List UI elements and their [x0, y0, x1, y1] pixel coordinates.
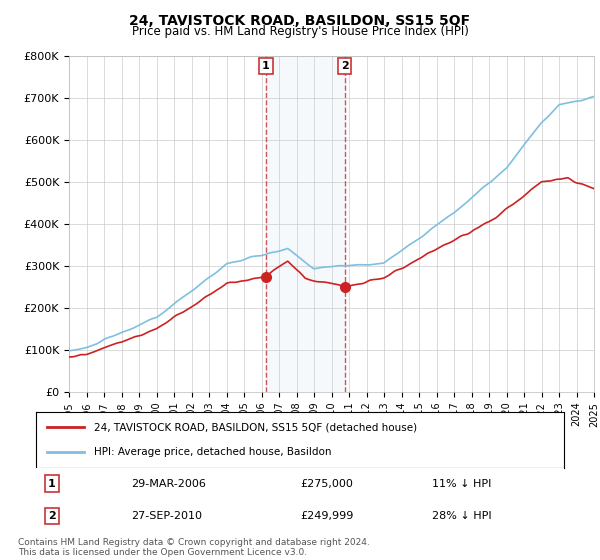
Text: 2: 2	[48, 511, 56, 521]
Text: £249,999: £249,999	[300, 511, 353, 521]
Text: 28% ↓ HPI: 28% ↓ HPI	[432, 511, 491, 521]
Text: 1: 1	[262, 61, 270, 71]
Bar	[266, 56, 344, 392]
Text: 24, TAVISTOCK ROAD, BASILDON, SS15 5QF: 24, TAVISTOCK ROAD, BASILDON, SS15 5QF	[130, 14, 470, 28]
Text: 24, TAVISTOCK ROAD, BASILDON, SS15 5QF (detached house): 24, TAVISTOCK ROAD, BASILDON, SS15 5QF (…	[94, 422, 417, 432]
Text: HPI: Average price, detached house, Basildon: HPI: Average price, detached house, Basi…	[94, 447, 332, 457]
Text: 27-SEP-2010: 27-SEP-2010	[131, 511, 202, 521]
Text: 29-MAR-2006: 29-MAR-2006	[131, 479, 206, 489]
Text: 2: 2	[341, 61, 349, 71]
Text: 11% ↓ HPI: 11% ↓ HPI	[432, 479, 491, 489]
Text: £275,000: £275,000	[300, 479, 353, 489]
Text: 1: 1	[48, 479, 56, 489]
Text: Contains HM Land Registry data © Crown copyright and database right 2024.
This d: Contains HM Land Registry data © Crown c…	[18, 538, 370, 557]
Text: Price paid vs. HM Land Registry's House Price Index (HPI): Price paid vs. HM Land Registry's House …	[131, 25, 469, 38]
